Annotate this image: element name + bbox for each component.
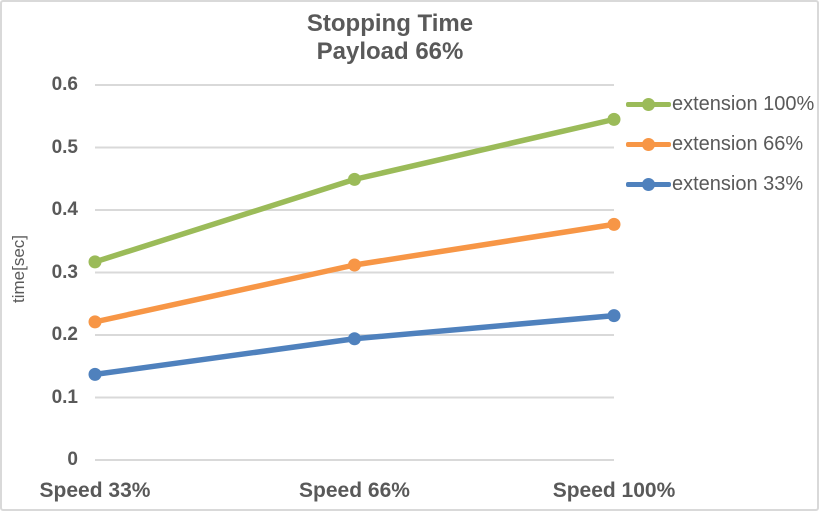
data-point-extension-100-speed-33 (88, 255, 102, 269)
legend-line-marker-icon (626, 177, 671, 191)
legend-line-marker-icon (626, 97, 671, 111)
legend-label: extension 33% (672, 172, 804, 195)
y-tick-label-0.3: 0.3 (51, 261, 78, 283)
y-tick-label-0: 0 (67, 449, 78, 470)
legend-label: extension 100% (672, 92, 815, 115)
data-point-extension-66-speed-100 (607, 217, 621, 231)
series-line-extension-100 (92, 116, 617, 265)
y-tick-label-0.1: 0.1 (51, 386, 78, 408)
legend-dot-icon (642, 137, 655, 151)
x-tick-label-speed-33: Speed 33% (39, 479, 151, 502)
data-point-extension-100-speed-100 (607, 112, 621, 126)
chart-title-block: Stopping Time Payload 66% (307, 10, 473, 66)
data-point-extension-33-speed-100 (607, 309, 621, 323)
chart-subtitle: Payload 66% (316, 38, 464, 65)
data-point-extension-33-speed-33 (88, 367, 102, 381)
legend-item-extension-66: extension 66% (626, 124, 814, 164)
legend-line-marker-icon (626, 137, 671, 151)
data-point-extension-100-speed-66 (348, 172, 361, 186)
data-point-extension-33-speed-66 (348, 332, 361, 346)
y-tick-label-0.2: 0.2 (51, 324, 78, 345)
y-tick-label-0.5: 0.5 (51, 136, 78, 158)
data-point-extension-66-speed-66 (348, 258, 361, 272)
x-tick-label-speed-100: Speed 100% (552, 479, 676, 502)
chart-title: Stopping Time (306, 10, 474, 37)
legend-item-extension-100: extension 100% (626, 84, 814, 124)
legend-dot-icon (642, 177, 655, 191)
y-tick-label-0.4: 0.4 (51, 199, 78, 220)
legend-item-extension-33: extension 33% (626, 164, 814, 204)
legend-label: extension 66% (672, 132, 804, 155)
y-tick-label-0.6: 0.6 (51, 74, 78, 95)
legend: extension 100% extension 66% extension 33% (626, 84, 814, 204)
data-point-extension-66-speed-33 (88, 315, 102, 329)
x-tick-label-speed-66: Speed 66% (299, 479, 410, 502)
legend-dot-icon (642, 97, 655, 111)
